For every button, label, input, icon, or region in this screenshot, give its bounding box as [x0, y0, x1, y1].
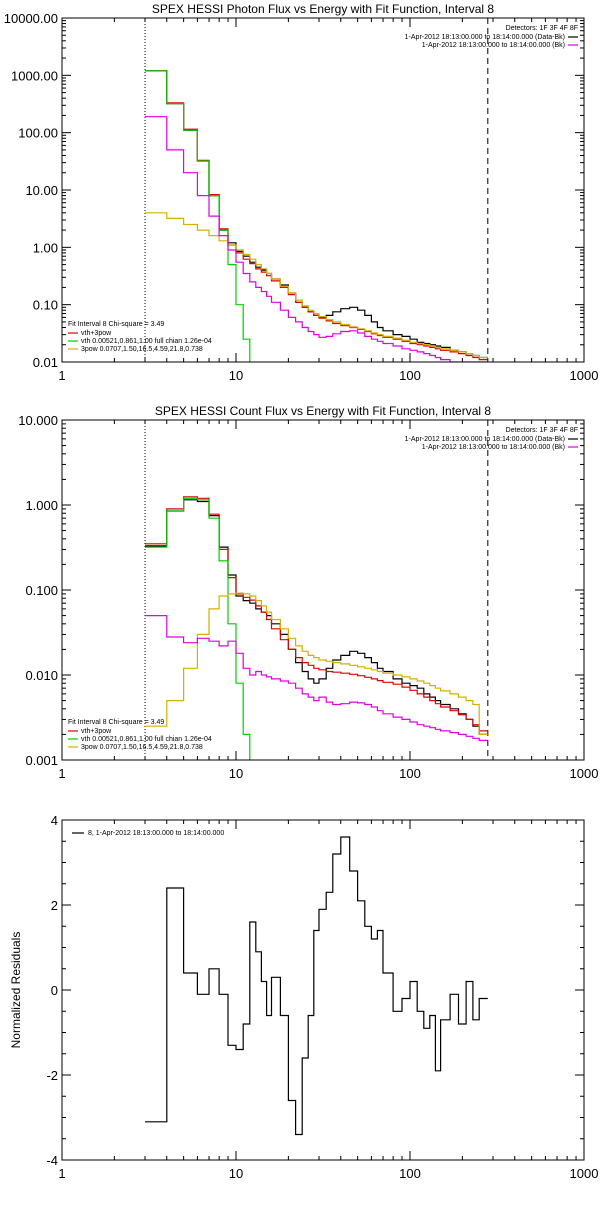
series-line-1 — [145, 70, 488, 359]
legend-entry-label: 1-Apr-2012 18:13:00.000 to 18:14:00.000 … — [405, 34, 565, 41]
series-line-5 — [145, 615, 488, 741]
y-tick-label: 2 — [51, 898, 58, 913]
plot-frame — [61, 819, 585, 1161]
y-tick-label: -4 — [46, 1153, 58, 1168]
legend-entry-label: 8, 1-Apr-2012 18:13:00.000 to 18:14:00.0… — [88, 830, 224, 837]
x-tick-label: 1 — [58, 1166, 65, 1181]
y-tick-label: 100.00 — [18, 126, 58, 141]
legend-detectors: Detectors: 1F 3F 4F 8F — [506, 25, 578, 32]
legend-entry-label: vth 0.00521,0.861,1.00 full chian 1.26e-… — [81, 338, 212, 345]
y-tick-label: 4 — [51, 813, 58, 828]
chart-title: SPEX HESSI Count Flux vs Energy with Fit… — [155, 404, 491, 418]
series-line-2 — [145, 496, 488, 732]
y-tick-label: 0.10 — [33, 298, 58, 313]
y-tick-label: 0.01 — [33, 355, 58, 370]
series-line-2 — [145, 70, 488, 361]
legend-entry-label: 1-Apr-2012 18:13:00.000 to 18:14:00.000 … — [422, 444, 565, 451]
chart-panel-2: SPEX HESSI Count Flux vs Energy with Fit… — [18, 404, 599, 781]
y-tick-label: 0 — [51, 983, 58, 998]
y-tick-label: 0.010 — [25, 668, 58, 683]
y-tick-label: 10.00 — [25, 183, 58, 198]
x-tick-label: 100 — [399, 766, 421, 781]
x-tick-label: 1 — [58, 368, 65, 383]
x-tick-label: 1000 — [570, 766, 599, 781]
legend-fit-interval: Fit Interval 8 Chi-square = 3.49 — [68, 719, 164, 726]
y-tick-label: 1000.00 — [11, 68, 58, 83]
legend-entry-label: 1-Apr-2012 18:13:00.000 to 18:14:00.000 … — [422, 42, 565, 49]
chart-title: SPEX HESSI Photon Flux vs Energy with Fi… — [152, 2, 494, 16]
series-group — [145, 70, 488, 362]
y-axis-label: Normalized Residuals — [9, 932, 23, 1049]
x-tick-label: 1000 — [570, 1166, 599, 1181]
chart-panel-3: Normalized Residuals 1 10 100 1000 -4 -2 0 2 4 8, … — [9, 813, 598, 1181]
series-line-4 — [145, 592, 488, 735]
y-tick-label: 0.001 — [25, 753, 58, 768]
legend-detectors: Detectors: 1F 3F 4F 8F — [506, 427, 578, 434]
legend-entry-label: 3pow 0.0707,1.50,16.5,4.59,21.8,0.738 — [81, 744, 203, 751]
y-tick-label: 0.100 — [25, 583, 58, 598]
plot-frame — [61, 17, 585, 363]
series-group — [145, 496, 488, 760]
x-tick-label: 100 — [399, 1166, 421, 1181]
chart-panel-1: SPEX HESSI Photon Flux vs Energy with Fi… — [4, 2, 599, 383]
plot-frame — [61, 419, 585, 761]
series-line-3 — [145, 497, 251, 760]
x-tick-label: 10 — [229, 1166, 243, 1181]
x-tick-label: 10 — [229, 766, 243, 781]
y-tick-label: 1.000 — [25, 498, 58, 513]
x-tick-label: 1 — [58, 766, 65, 781]
x-tick-label: 10 — [229, 368, 243, 383]
legend-entry-label: 1-Apr-2012 18:13:00.000 to 18:14:00.000 … — [405, 436, 565, 443]
series-line-1 — [145, 499, 488, 735]
series-line-1 — [145, 836, 488, 1136]
series-line-5 — [145, 116, 488, 362]
y-tick-label: 10.000 — [18, 413, 58, 428]
x-tick-label: 100 — [399, 368, 421, 383]
y-tick-label: -2 — [46, 1068, 58, 1083]
series-line-4 — [145, 212, 488, 359]
series-group — [145, 836, 488, 1136]
legend-entry-label: vth+3pow — [81, 728, 112, 735]
legend-fit-interval: Fit Interval 8 Chi-square = 3.49 — [68, 321, 164, 328]
y-tick-label: 1.00 — [33, 240, 58, 255]
y-tick-label: 10000.00 — [4, 11, 58, 26]
legend-entry-label: vth+3pow — [81, 330, 112, 337]
legend-entry-label: 3pow 0.0707,1.50,16.5,4.59,21.8,0.738 — [81, 346, 203, 353]
legend-entry-label: vth 0.00521,0.861,1.00 full chian 1.26e-… — [81, 736, 212, 743]
x-tick-label: 1000 — [570, 368, 599, 383]
